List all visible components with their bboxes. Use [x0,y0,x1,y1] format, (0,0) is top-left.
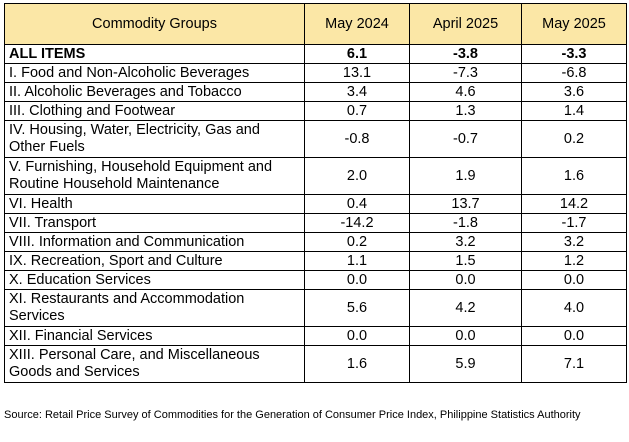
value-cell: 3.6 [521,82,627,102]
commodity-group-name: I. Food and Non-Alcoholic Beverages [4,63,305,83]
value-cell: 1.3 [409,101,522,121]
value-cell: 0.0 [304,270,410,290]
value-cell: 4.2 [409,289,522,327]
value-cell: 0.2 [304,232,410,252]
table-row: I. Food and Non-Alcoholic Beverages 13.1-… [4,63,627,83]
commodity-group-name: ALL ITEMS [4,44,305,64]
table-row: VI. Health 0.4 13.7 14.2 [4,194,627,214]
table-row: XI. Restaurants and Accommodation Servic… [4,289,627,327]
table-row: XII. Financial Services 0.0 0.0 0.0 [4,326,627,346]
value-cell: -1.7 [521,213,627,233]
value-cell: 0.0 [409,326,522,346]
value-cell: 13.1 [304,63,410,83]
value-cell: 0.0 [521,270,627,290]
value-cell: -6.8 [521,63,627,83]
value-cell: 1.6 [304,345,410,383]
table-row: VIII. Information and Communication 0.2 3.… [4,232,627,252]
value-cell: 13.7 [409,194,522,214]
table-row: V. Furnishing, Household Equipment and R… [4,157,627,195]
header-commodity-groups: Commodity Groups [4,3,305,45]
source-note: Source: Retail Price Survey of Commoditi… [4,409,581,421]
commodity-group-name: IX. Recreation, Sport and Culture [4,251,305,271]
value-cell: 4.0 [521,289,627,327]
header-april-2025: April 2025 [409,3,522,45]
commodity-group-name: XIII. Personal Care, and Miscellaneous G… [4,345,305,383]
value-cell: 1.5 [409,251,522,271]
value-cell: 1.1 [304,251,410,271]
value-cell: -3.8 [409,44,522,64]
value-cell: 7.1 [521,345,627,383]
table-row: X. Education Services 0.0 0.0 0.0 [4,270,627,290]
value-cell: 3.2 [521,232,627,252]
table-row: ALL ITEMS 6.1 -3.8 -3.3 [4,44,627,64]
value-cell: 0.4 [304,194,410,214]
value-cell: 1.6 [521,157,627,195]
value-cell: 0.2 [521,120,627,158]
table-row: IV. Housing, Water, Electricity, Gas and… [4,120,627,158]
value-cell: -3.3 [521,44,627,64]
commodity-group-name: XI. Restaurants and Accommodation Servic… [4,289,305,327]
value-cell: 14.2 [521,194,627,214]
commodity-group-name: VI. Health [4,194,305,214]
commodity-group-name: VIII. Information and Communication [4,232,305,252]
table-row: XIII. Personal Care, and Miscellaneous G… [4,345,627,383]
inflation-table: Commodity Groups May 2024 April 2025 May… [4,3,627,383]
header-may-2024: May 2024 [304,3,410,45]
commodity-group-name: XII. Financial Services [4,326,305,346]
value-cell: 0.7 [304,101,410,121]
value-cell: -7.3 [409,63,522,83]
table-row: III. Clothing and Footwear 0.7 1.3 1.4 [4,101,627,121]
value-cell: 5.6 [304,289,410,327]
value-cell: 1.9 [409,157,522,195]
value-cell: 1.2 [521,251,627,271]
value-cell: -1.8 [409,213,522,233]
commodity-group-name: V. Furnishing, Household Equipment and R… [4,157,305,195]
table-row: II. Alcoholic Beverages and Tobacco 3.4 4.… [4,82,627,102]
commodity-group-name: III. Clothing and Footwear [4,101,305,121]
commodity-group-name: X. Education Services [4,270,305,290]
value-cell: 0.0 [304,326,410,346]
value-cell: 6.1 [304,44,410,64]
commodity-group-name: VII. Transport [4,213,305,233]
value-cell: 0.0 [521,326,627,346]
table-row: IX. Recreation, Sport and Culture 1.1 1.5 1… [4,251,627,271]
value-cell: 1.4 [521,101,627,121]
header-may-2025: May 2025 [521,3,627,45]
table-row: VII. Transport -14.2 -1.8 -1.7 [4,213,627,233]
value-cell: -0.8 [304,120,410,158]
value-cell: 3.2 [409,232,522,252]
commodity-group-name: II. Alcoholic Beverages and Tobacco [4,82,305,102]
value-cell: 5.9 [409,345,522,383]
value-cell: 2.0 [304,157,410,195]
header-row: Commodity Groups May 2024 April 2025 May… [4,3,627,45]
value-cell: 3.4 [304,82,410,102]
value-cell: 4.6 [409,82,522,102]
value-cell: -0.7 [409,120,522,158]
commodity-group-name: IV. Housing, Water, Electricity, Gas and… [4,120,305,158]
value-cell: 0.0 [409,270,522,290]
value-cell: -14.2 [304,213,410,233]
